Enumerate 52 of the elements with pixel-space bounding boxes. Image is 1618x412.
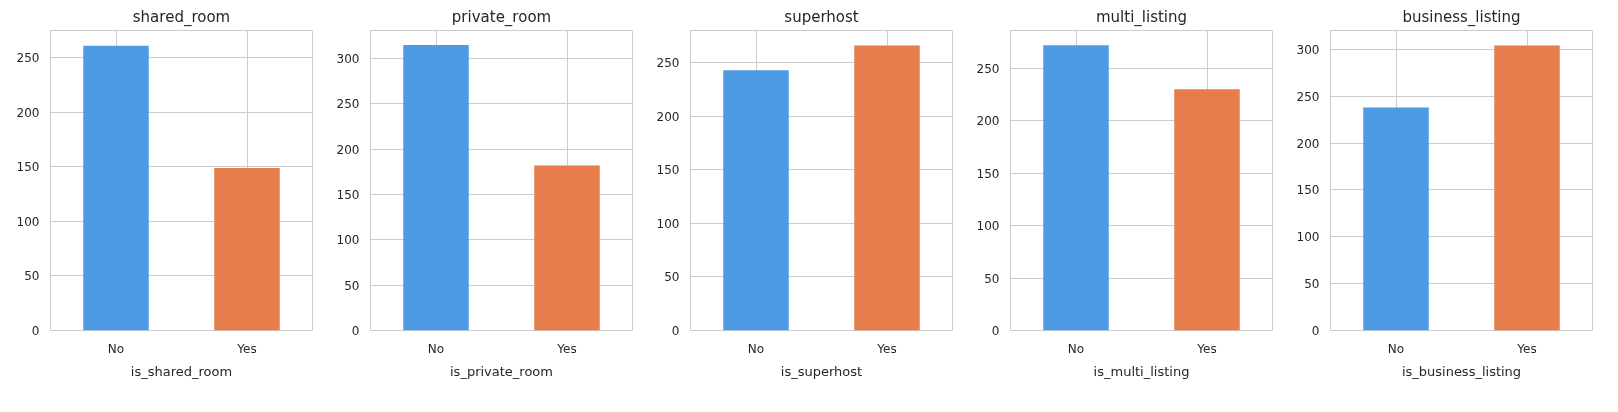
- y-tick-label: 0: [351, 324, 360, 338]
- x-tick-label: Yes: [1516, 341, 1537, 356]
- y-tick-label: 50: [1304, 277, 1320, 292]
- x-tick-label: Yes: [1196, 341, 1217, 356]
- y-tick-label: 300: [1296, 42, 1320, 57]
- y-tick-label: 0: [31, 324, 40, 338]
- y-tick-label: 150: [976, 166, 1000, 181]
- y-tick-label: 100: [976, 219, 1000, 234]
- chart-title: private_room: [451, 7, 552, 27]
- x-tick-label: Yes: [236, 341, 257, 356]
- y-tick-label: 100: [336, 233, 360, 248]
- x-tick-label: Yes: [876, 341, 897, 356]
- chart-title: multi_listing: [1095, 7, 1188, 27]
- y-tick-label: 50: [664, 270, 680, 285]
- y-tick-label: 50: [24, 269, 40, 284]
- y-tick-label: 250: [16, 51, 40, 66]
- y-tick-label: 250: [336, 97, 360, 112]
- y-tick-label: 150: [656, 163, 680, 178]
- y-tick-label: 0: [1311, 324, 1320, 338]
- x-axis-title: is_multi_listing: [1093, 363, 1190, 379]
- y-tick-label: 200: [1296, 136, 1320, 151]
- y-tick-label: 250: [1296, 89, 1320, 104]
- x-axis-title: is_shared_room: [130, 363, 233, 379]
- x-axis-title: is_business_listing: [1401, 363, 1522, 379]
- chart-title: shared_room: [132, 7, 231, 27]
- y-tick-label: 150: [336, 188, 360, 203]
- y-tick-label: 250: [656, 56, 680, 71]
- y-tick-label: 100: [16, 214, 40, 229]
- y-tick-label: 100: [1296, 230, 1320, 245]
- y-tick-label: 0: [671, 324, 680, 338]
- y-tick-label: 300: [336, 52, 360, 67]
- y-tick-label: 250: [976, 61, 1000, 76]
- y-tick-label: 200: [976, 114, 1000, 129]
- x-tick-label: No: [1067, 341, 1085, 356]
- x-axis-title: is_private_room: [450, 363, 553, 379]
- x-tick-label: No: [747, 341, 765, 356]
- y-tick-label: 200: [16, 105, 40, 120]
- y-tick-label: 0: [991, 324, 1000, 338]
- y-tick-label: 200: [656, 109, 680, 124]
- y-tick-label: 150: [1296, 183, 1320, 198]
- chart-title: business_listing: [1402, 7, 1521, 27]
- x-axis-title: is_superhost: [780, 363, 863, 379]
- y-tick-label: 50: [984, 271, 1000, 286]
- y-tick-label: 50: [344, 278, 360, 293]
- x-tick-label: No: [427, 341, 445, 356]
- y-tick-label: 200: [336, 142, 360, 157]
- chart-title: superhost: [784, 7, 859, 26]
- y-tick-label: 150: [16, 160, 40, 175]
- x-tick-label: No: [1387, 341, 1405, 356]
- x-tick-label: Yes: [556, 341, 577, 356]
- y-tick-label: 100: [656, 216, 680, 231]
- x-tick-label: No: [107, 341, 125, 356]
